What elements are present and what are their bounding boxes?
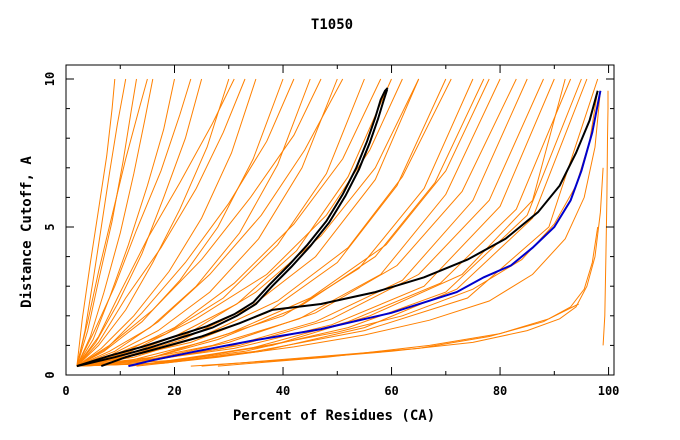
x-axis-title: Percent of Residues (CA): [233, 408, 435, 424]
model-series-line: [76, 78, 517, 367]
model-series-line: [76, 78, 235, 367]
y-axis-title: Distance Cutoff, A: [19, 156, 35, 308]
model-series-line: [76, 78, 137, 367]
model-series-line: [76, 78, 148, 367]
x-tick-label: 0: [62, 384, 69, 398]
model-series-line: [602, 90, 609, 346]
model-series-line: [76, 78, 175, 367]
model-series-line: [76, 78, 490, 367]
y-tick-label: 10: [43, 72, 57, 86]
y-tick-label: 0: [43, 371, 57, 378]
model-series-line: [76, 78, 344, 367]
highlight-series-line: [128, 90, 602, 368]
model-series-line: [76, 78, 452, 367]
model-series-line: [76, 78, 154, 367]
x-tick-label: 100: [598, 384, 620, 398]
model-series-line: [76, 78, 403, 367]
model-series-line: [136, 90, 601, 367]
plot-frame: [65, 64, 615, 376]
x-tick-label: 80: [493, 384, 507, 398]
model-series-line: [76, 78, 566, 367]
model-series-line: [76, 78, 295, 367]
model-series-line: [217, 303, 579, 367]
highlight-series-line: [76, 87, 389, 368]
model-series-line: [76, 78, 203, 367]
model-series-line: [201, 226, 599, 367]
model-series-line: [76, 78, 192, 367]
chart-title: T1050: [311, 17, 353, 33]
model-series-line: [76, 78, 322, 367]
model-series-line: [76, 78, 572, 367]
model-series-line: [76, 78, 127, 367]
model-series-line: [76, 78, 230, 367]
series-layer: [76, 78, 609, 368]
highlight-series-line: [76, 89, 389, 368]
y-tick-label: 5: [43, 223, 57, 230]
tick-layer: 0 20 40 60 80 100 0 5 10: [43, 65, 619, 398]
x-tick-label: 40: [276, 384, 290, 398]
model-series-line: [76, 78, 257, 367]
model-series-line: [76, 78, 284, 367]
x-tick-label: 20: [167, 384, 181, 398]
model-series-line: [190, 167, 604, 367]
highlight-series-line: [100, 90, 599, 368]
model-series-line: [76, 78, 246, 367]
x-tick-label: 60: [384, 384, 398, 398]
model-series-line: [76, 78, 116, 367]
